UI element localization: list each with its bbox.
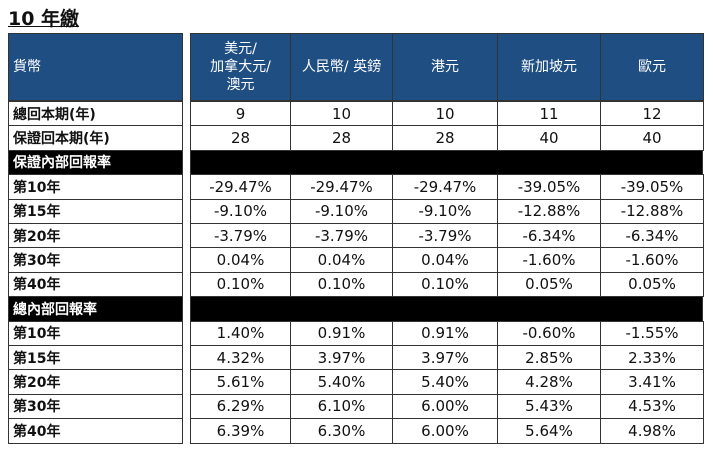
value-cell: -29.47% <box>290 174 393 200</box>
header-line: 人民幣/ 英鎊 <box>301 59 382 75</box>
row-label: 第40年 <box>8 271 183 298</box>
header-cell: 新加坡元 <box>497 33 601 101</box>
value-cell: 40 <box>600 125 704 151</box>
row-label: 第40年 <box>8 418 183 444</box>
header-cell: 港元 <box>392 33 498 101</box>
row-label: 第10年 <box>8 320 183 346</box>
value-cell: -1.55% <box>600 320 704 346</box>
row-label: 第15年 <box>8 198 183 224</box>
value-cell: 10 <box>392 101 498 127</box>
row-label: 第10年 <box>8 174 183 200</box>
value-cell: 0.91% <box>392 320 498 346</box>
value-cell: 0.10% <box>392 271 498 298</box>
value-cell: 40 <box>497 125 601 151</box>
value-cell: -3.79% <box>290 223 393 249</box>
value-cell: 4.53% <box>600 393 704 420</box>
section-bar <box>190 149 703 176</box>
value-cell: 28 <box>290 125 393 151</box>
header-line: 貨幣 <box>13 59 41 75</box>
value-cell: 5.40% <box>392 369 498 395</box>
value-cell: 2.33% <box>600 345 704 371</box>
value-cell: -6.34% <box>600 223 704 249</box>
header-cell: 貨幣 <box>8 33 183 101</box>
value-cell: 6.00% <box>392 418 498 444</box>
header-cell: 歐元 <box>600 33 704 101</box>
row-label: 第20年 <box>8 369 183 395</box>
value-cell: 0.04% <box>290 247 393 273</box>
value-cell: 6.29% <box>190 393 291 420</box>
row-label: 總回本期(年) <box>8 101 183 127</box>
value-cell: 4.98% <box>600 418 704 444</box>
value-cell: 5.61% <box>190 369 291 395</box>
header-line: 港元 <box>431 59 459 75</box>
value-cell: 1.40% <box>190 320 291 346</box>
value-cell: -9.10% <box>392 198 498 224</box>
header-cell: 人民幣/ 英鎊 <box>290 33 393 101</box>
header-line: 澳元 <box>226 77 255 93</box>
value-cell: 0.10% <box>290 271 393 298</box>
value-cell: 3.97% <box>290 345 393 371</box>
value-cell: 6.10% <box>290 393 393 420</box>
section-label: 保證內部回報率 <box>8 149 183 176</box>
header-line: 歐元 <box>638 59 666 75</box>
value-cell: 28 <box>392 125 498 151</box>
value-cell: 2.85% <box>497 345 601 371</box>
value-cell: -12.88% <box>497 198 601 224</box>
header-cell: 美元/加拿大元/澳元 <box>190 33 291 101</box>
value-cell: -1.60% <box>600 247 704 273</box>
value-cell: -6.34% <box>497 223 601 249</box>
value-cell: -29.47% <box>190 174 291 200</box>
value-cell: 5.64% <box>497 418 601 444</box>
value-cell: 3.97% <box>392 345 498 371</box>
title: 10 年繳 <box>8 8 80 30</box>
value-cell: 5.40% <box>290 369 393 395</box>
value-cell: -9.10% <box>290 198 393 224</box>
value-cell: -1.60% <box>497 247 601 273</box>
section-label: 總內部回報率 <box>8 296 183 322</box>
value-cell: -39.05% <box>600 174 704 200</box>
header-line: 新加坡元 <box>521 59 577 75</box>
row-label: 第20年 <box>8 223 183 249</box>
value-cell: 3.41% <box>600 369 704 395</box>
value-cell: 5.43% <box>497 393 601 420</box>
value-cell: 6.00% <box>392 393 498 420</box>
value-cell: 11 <box>497 101 601 127</box>
value-cell: 12 <box>600 101 704 127</box>
value-cell: 0.05% <box>497 271 601 298</box>
value-cell: 6.39% <box>190 418 291 444</box>
value-cell: 0.05% <box>600 271 704 298</box>
value-cell: 6.30% <box>290 418 393 444</box>
value-cell: 4.28% <box>497 369 601 395</box>
value-cell: -3.79% <box>190 223 291 249</box>
value-cell: -39.05% <box>497 174 601 200</box>
row-label: 第30年 <box>8 393 183 420</box>
value-cell: 10 <box>290 101 393 127</box>
value-cell: 0.04% <box>392 247 498 273</box>
value-cell: -9.10% <box>190 198 291 224</box>
value-cell: -0.60% <box>497 320 601 346</box>
value-cell: -29.47% <box>392 174 498 200</box>
value-cell: 9 <box>190 101 291 127</box>
row-label: 保證回本期(年) <box>8 125 183 151</box>
row-label: 第30年 <box>8 247 183 273</box>
section-bar <box>190 296 703 322</box>
value-cell: 0.04% <box>190 247 291 273</box>
value-cell: 4.32% <box>190 345 291 371</box>
value-cell: -12.88% <box>600 198 704 224</box>
value-cell: 28 <box>190 125 291 151</box>
header-line: 美元/ <box>224 41 257 57</box>
row-label: 第15年 <box>8 345 183 371</box>
header-line: 加拿大元/ <box>210 59 271 75</box>
value-cell: -3.79% <box>392 223 498 249</box>
value-cell: 0.91% <box>290 320 393 346</box>
value-cell: 0.10% <box>190 271 291 298</box>
